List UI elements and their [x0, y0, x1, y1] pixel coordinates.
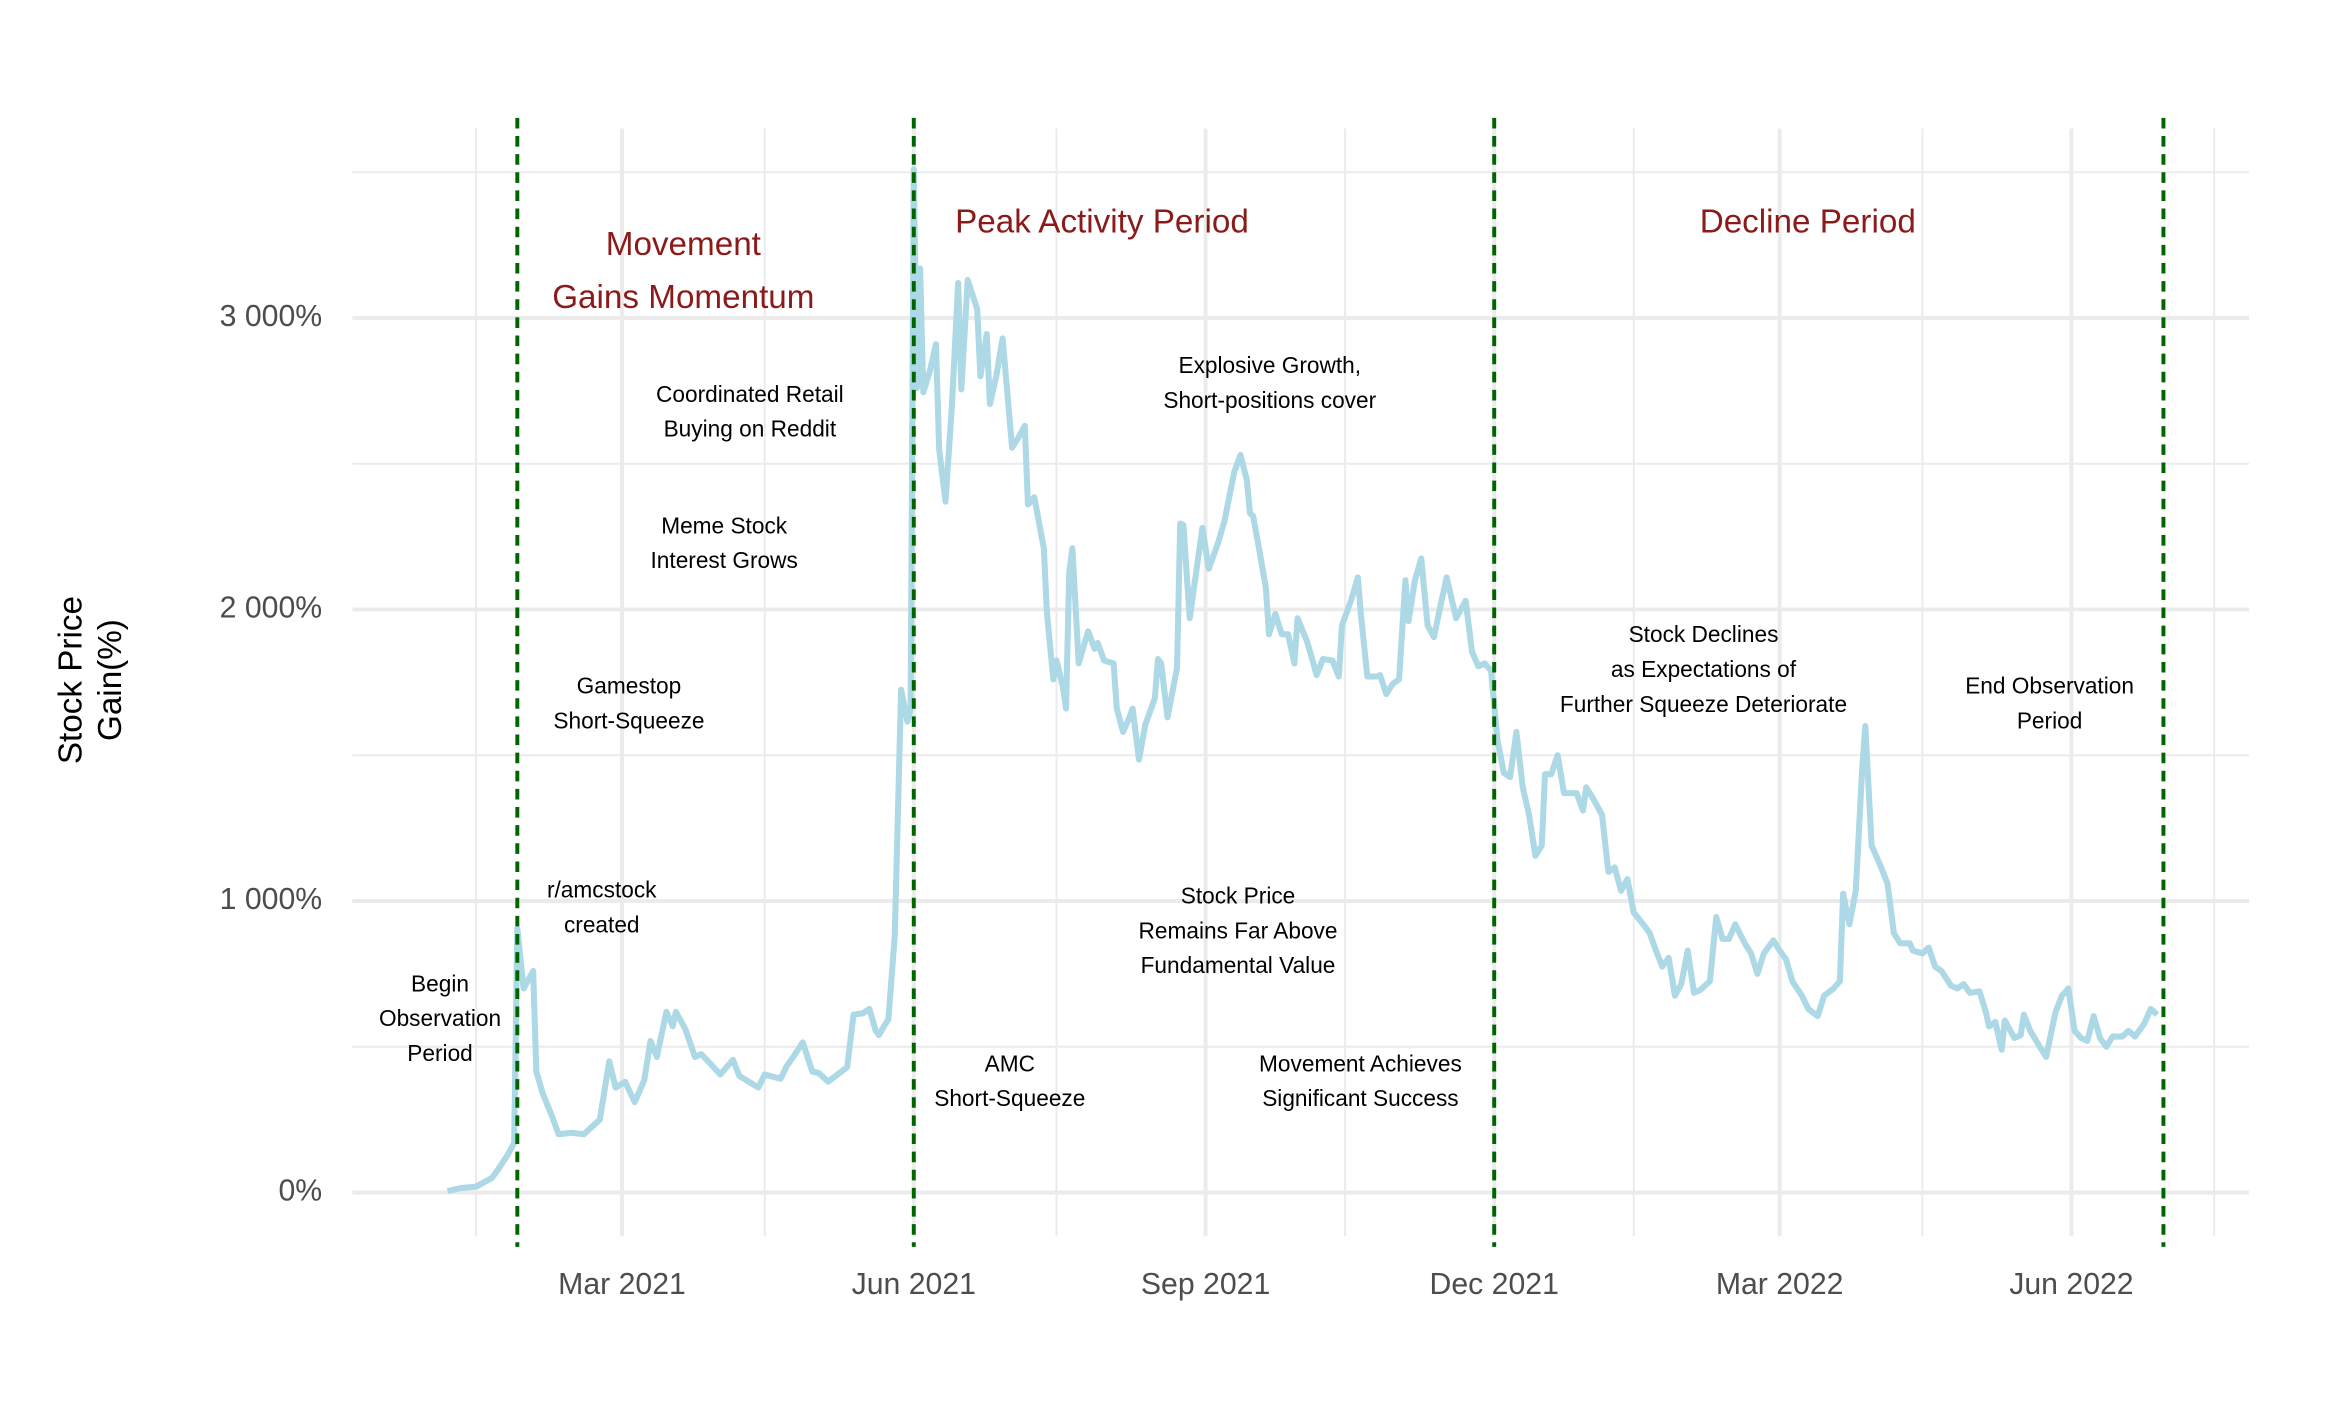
annotation: Remains Far Above	[1139, 917, 1338, 943]
annotation: Period	[2017, 707, 2083, 733]
annotation: Stock Price	[1181, 883, 1296, 909]
annotation: Fundamental Value	[1141, 952, 1336, 978]
y-axis-title-line: Gain(%)	[92, 619, 129, 741]
y-tick-label: 1 000%	[220, 883, 323, 916]
y-tick-label: 0%	[278, 1175, 322, 1208]
annotation: Short-positions cover	[1163, 387, 1376, 413]
annotation: Meme Stock	[661, 512, 788, 538]
period-label: Decline Period	[1700, 203, 1916, 240]
y-tick-label: 2 000%	[220, 591, 323, 624]
annotation: Explosive Growth,	[1178, 352, 1361, 378]
x-tick-label: Sep 2021	[1141, 1268, 1270, 1301]
annotation: Gamestop	[577, 673, 682, 699]
period-label: Peak Activity Period	[955, 203, 1249, 240]
data-line	[446, 166, 2160, 1195]
x-tick-label: Jun 2022	[2009, 1268, 2133, 1301]
x-tick-label: Dec 2021	[1430, 1268, 1559, 1301]
period-label: Gains Momentum	[552, 279, 814, 316]
x-tick-label: Mar 2021	[558, 1268, 686, 1301]
y-axis-title: Stock Price Gain(%)	[53, 596, 129, 764]
x-tick-label: Mar 2022	[1716, 1268, 1844, 1301]
annotation: Significant Success	[1262, 1085, 1458, 1111]
annotation: Further Squeeze Deteriorate	[1560, 691, 1847, 717]
y-tick-label: 3 000%	[220, 300, 323, 333]
annotation: created	[564, 911, 640, 937]
annotation: Interest Grows	[651, 547, 798, 573]
annotation: Buying on Reddit	[664, 416, 837, 442]
annotation: Movement Achieves	[1259, 1050, 1462, 1076]
annotation: Begin	[411, 970, 469, 996]
annotation: Period	[407, 1040, 472, 1066]
period-label: Movement	[606, 226, 761, 263]
annotation: r/amcstock	[547, 877, 657, 903]
annotation: Coordinated Retail	[656, 381, 844, 407]
annotation: Short-Squeeze	[934, 1085, 1085, 1111]
annotation: AMC	[985, 1050, 1035, 1076]
annotation: Short-Squeeze	[553, 707, 704, 733]
annotation: End Observation	[1965, 673, 2134, 699]
y-axis-title-line: Stock Price	[53, 596, 90, 764]
annotation: Observation	[379, 1005, 501, 1031]
x-tick-label: Jun 2021	[852, 1268, 976, 1301]
annotation: Stock Declines	[1629, 621, 1779, 647]
annotation: as Expectations of	[1611, 656, 1797, 682]
